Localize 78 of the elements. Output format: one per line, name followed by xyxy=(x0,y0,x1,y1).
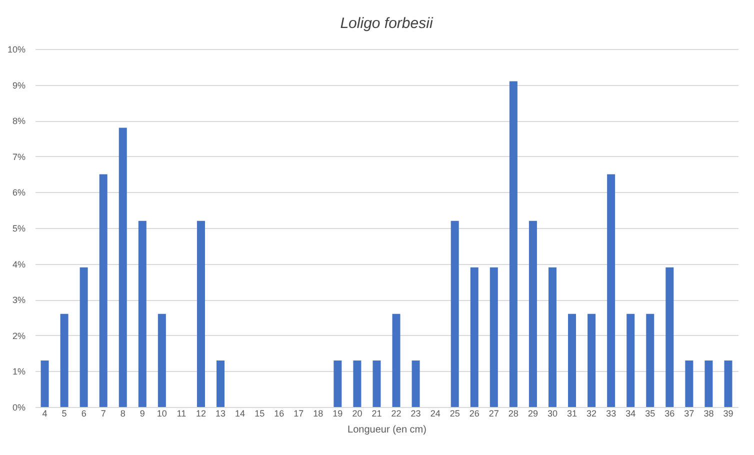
x-tick-label: 28 xyxy=(508,408,518,418)
x-tick-label: 38 xyxy=(704,408,714,418)
bar xyxy=(724,360,732,407)
x-tick-label: 33 xyxy=(606,408,616,418)
x-tick-label: 11 xyxy=(176,408,186,418)
x-tick-label: 26 xyxy=(469,408,480,418)
bar xyxy=(704,360,713,407)
bar xyxy=(158,314,166,407)
bar xyxy=(80,267,88,407)
y-tick-label: 9% xyxy=(12,80,26,90)
x-tick-label: 21 xyxy=(372,408,382,418)
x-tick-label: 14 xyxy=(235,408,246,418)
x-tick-label: 37 xyxy=(684,408,694,418)
y-tick-label: 6% xyxy=(12,188,26,198)
x-tick-label: 30 xyxy=(547,408,558,418)
x-tick-label: 8 xyxy=(120,408,126,418)
x-tick-label: 4 xyxy=(42,408,48,418)
bar xyxy=(666,267,674,407)
bar xyxy=(490,267,498,407)
bar xyxy=(646,314,654,407)
bar xyxy=(450,220,459,407)
bar xyxy=(588,314,596,407)
bar xyxy=(118,128,127,407)
bar xyxy=(60,314,68,407)
y-tick-label: 1% xyxy=(12,366,26,377)
bar xyxy=(568,314,576,407)
x-tick-label: 39 xyxy=(723,408,734,418)
bar xyxy=(509,81,518,407)
x-tick-label: 5 xyxy=(62,408,67,418)
x-tick-label: 23 xyxy=(410,408,421,418)
x-tick-label: 17 xyxy=(294,408,304,418)
chart-title: Loligo forbesii xyxy=(340,15,434,32)
x-tick-label: 7 xyxy=(100,408,106,418)
bar xyxy=(685,360,694,407)
x-tick-label: 18 xyxy=(313,408,324,418)
bar xyxy=(372,360,381,407)
x-tick-label: 20 xyxy=(352,408,362,418)
bar xyxy=(528,220,537,407)
y-tick-label: 0% xyxy=(12,402,26,412)
bar xyxy=(99,174,108,407)
x-tick-label: 22 xyxy=(391,408,402,418)
x-tick-label: 32 xyxy=(586,408,597,418)
x-tick-label: 15 xyxy=(254,408,265,418)
x-tick-label: 13 xyxy=(216,408,226,418)
x-tick-label: 6 xyxy=(81,408,86,418)
y-tick-label: 3% xyxy=(12,295,26,306)
y-tick-label: 5% xyxy=(12,224,26,234)
x-tick-label: 16 xyxy=(274,408,284,418)
y-tick-label: 2% xyxy=(12,330,26,341)
x-tick-label: 25 xyxy=(450,408,460,418)
x-tick-label: 10 xyxy=(156,408,167,418)
bar xyxy=(607,174,616,407)
bar xyxy=(470,267,478,407)
y-tick-label: 8% xyxy=(12,116,26,126)
x-tick-label: 34 xyxy=(626,408,636,418)
bar xyxy=(548,267,556,407)
y-tick-label: 7% xyxy=(12,152,26,162)
x-tick-label: 24 xyxy=(430,408,440,418)
bar xyxy=(353,360,362,407)
x-tick-label: 12 xyxy=(196,408,206,418)
x-tick-label: 9 xyxy=(140,408,145,418)
x-tick-label: 35 xyxy=(645,408,656,418)
bar xyxy=(334,360,342,407)
bar xyxy=(196,220,205,407)
bar xyxy=(626,314,635,407)
x-tick-label: 31 xyxy=(567,408,578,418)
x-tick-label: 19 xyxy=(332,408,343,418)
bar xyxy=(40,360,49,407)
bar xyxy=(392,314,400,407)
x-tick-label: 29 xyxy=(528,408,538,418)
bar xyxy=(412,360,420,407)
x-tick-label: 27 xyxy=(488,408,499,418)
y-tick-label: 4% xyxy=(12,259,26,270)
x-axis-title: Longueur (en cm) xyxy=(348,424,426,436)
bar xyxy=(216,360,225,407)
x-tick-label: 36 xyxy=(664,408,675,418)
y-tick-label: 10% xyxy=(7,44,26,54)
bar xyxy=(138,220,146,407)
